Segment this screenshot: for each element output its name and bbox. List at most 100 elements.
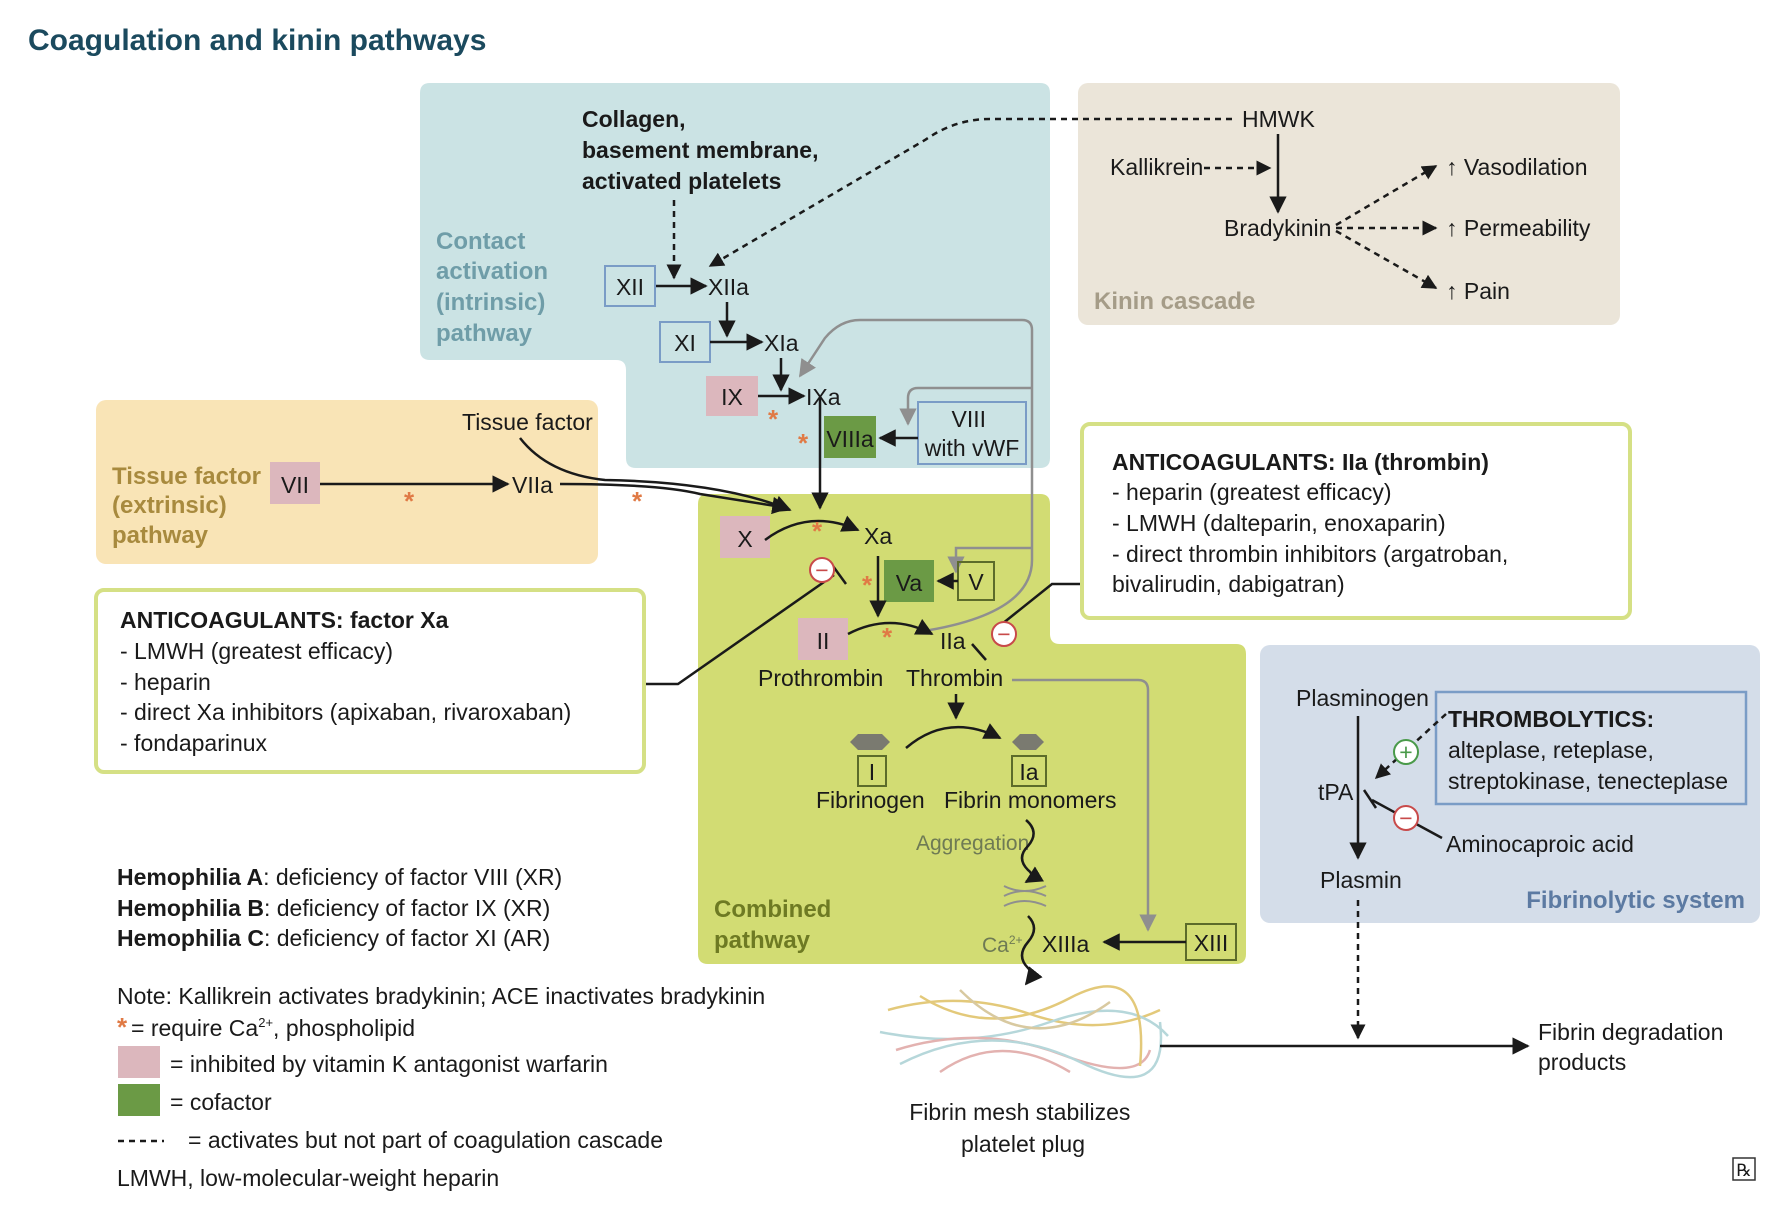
legend-star-marker: *	[117, 1012, 128, 1042]
thrombin-to-xiiia-arrow	[1012, 678, 1157, 932]
thrombin-feedback-ix-arrow	[798, 318, 1034, 632]
tissue-region-label: Tissue factor (extrinsic) pathway	[112, 463, 268, 549]
fibrinolytic-region-label: Fibrinolytic system	[1526, 887, 1745, 914]
fibrinogen-label: Fibrinogen	[816, 787, 925, 813]
anticoag-iia-box	[1080, 422, 1632, 620]
legend-dashed-text: = activates but not part of coagulation …	[188, 1127, 663, 1153]
fdp-label: Fibrin degradation products	[1538, 1019, 1730, 1075]
tissue-region	[96, 400, 598, 564]
viiia-label: VIIIa	[826, 426, 874, 452]
calcium-label: Ca2+	[982, 933, 1023, 957]
ixa-label: IXa	[806, 384, 841, 410]
aminocaproic-label: Aminocaproic acid	[1446, 831, 1634, 857]
vii-label: VII	[281, 472, 309, 498]
fibrinolytic-region	[1260, 645, 1760, 923]
corner-logo-glyph: ℞	[1736, 1161, 1751, 1180]
calcium-marker: *	[632, 486, 643, 516]
xii-box	[604, 265, 656, 307]
minus-symbol: −	[815, 557, 828, 583]
fibrinogen-icon	[850, 734, 890, 750]
anticoag-xa-list: - LMWH (greatest efficacy) - heparin - d…	[120, 638, 578, 756]
thrombolytics-list: alteplase, reteplase, streptokinase, ten…	[1448, 737, 1728, 794]
xiiia-label: XIIIa	[1042, 931, 1090, 957]
calcium-marker: *	[862, 570, 873, 600]
fibrin-monomers-label: Fibrin monomers	[944, 787, 1117, 813]
viia-label: VIIa	[512, 472, 553, 498]
xi-label: XI	[674, 330, 696, 356]
thrombin-label: Thrombin	[906, 665, 1003, 691]
kinin-region	[1078, 83, 1620, 325]
fibrin-monomer-icon	[1012, 734, 1044, 750]
anticoag-iia-heading: ANTICOAGULANTS: IIa (thrombin)	[1112, 449, 1489, 475]
plus-symbol: +	[1399, 739, 1412, 765]
minus-symbol: −	[997, 621, 1010, 647]
prothrombin-label: Prothrombin	[758, 665, 883, 691]
thrombolytics-heading: THROMBOLYTICS:	[1448, 706, 1654, 732]
combined-region-label: Combined pathway	[714, 896, 838, 954]
fibrin-mesh-icon	[879, 985, 1169, 1079]
thrombolytics-box	[1434, 690, 1748, 806]
ii-to-iia-arrow	[847, 618, 934, 636]
anticoag-xa-connector	[646, 573, 835, 686]
x-box	[720, 516, 770, 558]
ix-label: IX	[721, 384, 743, 410]
i-box	[857, 755, 887, 787]
fibrin-mesh-label: Fibrin mesh stabilizes platelet plug	[909, 1099, 1137, 1157]
tpa-inhibit-icon	[1393, 805, 1419, 831]
xia-label: XIa	[764, 330, 799, 356]
crosslink-icon	[1003, 885, 1047, 907]
contact-region	[420, 83, 1050, 468]
bradykinin-label: Bradykinin	[1224, 215, 1331, 241]
xiii-label: XIII	[1194, 930, 1229, 956]
calcium-marker: *	[404, 486, 415, 516]
viiia-box	[824, 416, 876, 458]
xiiia-squiggle	[1020, 915, 1043, 986]
iia-inhibit-icon	[991, 621, 1017, 647]
anticoag-iia-connector	[1001, 582, 1080, 625]
tpa-label: tPA	[1318, 779, 1354, 805]
hemophilia-c-line: Hemophilia C: deficiency of factor XI (A…	[117, 925, 550, 951]
kinin-region-label: Kinin cascade	[1094, 288, 1255, 315]
i-label: I	[869, 759, 875, 785]
legend-green-swatch	[118, 1084, 160, 1116]
plasminogen-label: Plasminogen	[1296, 685, 1429, 711]
viii-label: VIII with vWF	[924, 406, 1020, 461]
va-label: Va	[896, 570, 923, 596]
calcium-marker: *	[798, 428, 809, 458]
viia-to-xa-arrow	[559, 482, 790, 515]
contact-region-label: Contact activation (intrinsic) pathway	[436, 228, 555, 347]
xii-label: XII	[616, 274, 644, 300]
hemophilia-a-line: Hemophilia A: deficiency of factor VIII …	[117, 864, 562, 890]
iia-inhibit-bar	[971, 643, 987, 661]
vii-box	[270, 462, 320, 504]
ii-box	[798, 618, 848, 660]
ia-box	[1011, 755, 1047, 787]
xiia-label: XIIa	[708, 274, 749, 300]
ix-box	[706, 376, 758, 416]
corner-logo	[1732, 1157, 1756, 1181]
ia-label: Ia	[1019, 759, 1038, 785]
vasodilation-label: ↑ Vasodilation	[1446, 154, 1588, 180]
thrombin-feedback-viii-arrow	[899, 386, 1032, 426]
anticoag-xa-box	[94, 588, 646, 774]
legend-pink-swatch	[118, 1046, 160, 1078]
calcium-marker: *	[882, 622, 893, 652]
calcium-marker: *	[768, 404, 779, 434]
hmwk-label: HMWK	[1242, 106, 1315, 132]
x-label: X	[737, 526, 752, 552]
fibrinogen-to-fibrin-arrow	[905, 723, 1002, 749]
xa-inhibit-icon	[809, 557, 835, 583]
tpa-inhibit-bar	[1362, 789, 1378, 809]
aggregation-label: Aggregation	[916, 832, 1029, 855]
bradykinin-pain-arrow	[1335, 229, 1438, 290]
iia-label: IIa	[940, 628, 966, 654]
plasmin-label: Plasmin	[1320, 867, 1402, 893]
bradykinin-vasodilation-arrow	[1335, 164, 1438, 227]
thrombolytics-activate-icon	[1393, 739, 1419, 765]
tissue-factor-label: Tissue factor	[462, 409, 593, 435]
x-to-xa-arrow	[764, 515, 860, 542]
page-title: Coagulation and kinin pathways	[28, 24, 486, 57]
legend-note: Note: Kallikrein activates bradykinin; A…	[117, 983, 765, 1009]
va-box	[884, 560, 934, 602]
